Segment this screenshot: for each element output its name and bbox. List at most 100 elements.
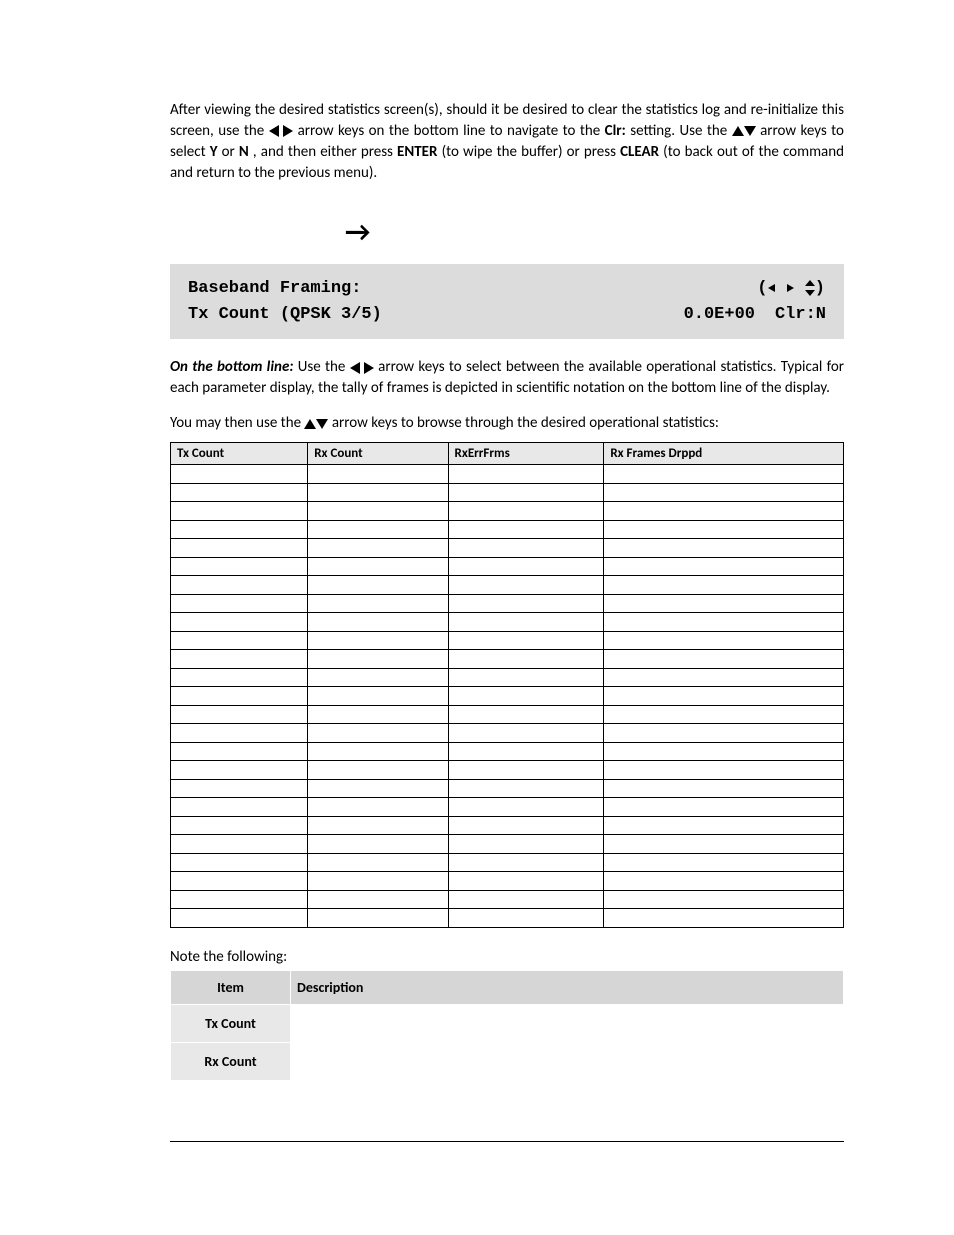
- table-cell: [308, 724, 448, 743]
- table-cell: [448, 557, 604, 576]
- table-cell: [604, 909, 844, 928]
- table-cell: [604, 705, 844, 724]
- up-arrow-icon: [732, 121, 744, 142]
- table-cell: [448, 742, 604, 761]
- lcd-line1-label: Baseband Framing:: [188, 276, 361, 302]
- table-row: [171, 742, 844, 761]
- table-row: [171, 816, 844, 835]
- desc-text: [291, 1042, 844, 1080]
- table-cell: [448, 724, 604, 743]
- table-cell: [308, 890, 448, 909]
- text-segment: setting. Use the: [630, 122, 731, 140]
- table-cell: [308, 872, 448, 891]
- table-cell: [604, 761, 844, 780]
- table-cell: [171, 835, 308, 854]
- table-cell: [604, 779, 844, 798]
- table-cell: [604, 520, 844, 539]
- table-cell: [448, 890, 604, 909]
- stats-col-header: Rx Frames Drppd: [604, 443, 844, 465]
- note-heading: Note the following:: [170, 948, 844, 966]
- table-cell: [308, 594, 448, 613]
- table-cell: [604, 631, 844, 650]
- table-cell: [308, 483, 448, 502]
- desc-row: Rx Count: [171, 1042, 844, 1080]
- table-cell: [448, 853, 604, 872]
- instruction-paragraph-3: You may then use the arrow keys to brows…: [170, 413, 844, 434]
- table-cell: [171, 724, 308, 743]
- table-cell: [448, 483, 604, 502]
- clr-label: Clr:: [605, 122, 626, 140]
- table-cell: [171, 687, 308, 706]
- text-segment: Use the: [298, 358, 350, 376]
- description-table: Item Description Tx Count Rx Count: [170, 970, 844, 1081]
- table-cell: [604, 650, 844, 669]
- table-cell: [308, 465, 448, 484]
- table-cell: [308, 798, 448, 817]
- table-row: [171, 835, 844, 854]
- table-cell: [448, 502, 604, 521]
- table-row: [171, 890, 844, 909]
- table-cell: [308, 909, 448, 928]
- table-cell: [308, 613, 448, 632]
- table-row: [171, 650, 844, 669]
- table-cell: [448, 613, 604, 632]
- y-option: Y: [210, 143, 218, 161]
- table-cell: [604, 613, 844, 632]
- table-cell: [308, 557, 448, 576]
- table-row: [171, 483, 844, 502]
- table-cell: [171, 853, 308, 872]
- table-cell: [448, 539, 604, 558]
- instruction-paragraph-2: On the bottom line: Use the arrow keys t…: [170, 357, 844, 399]
- clear-key: CLEAR: [620, 143, 659, 161]
- table-row: [171, 798, 844, 817]
- right-arrow-icon: [283, 121, 293, 142]
- left-arrow-icon: [269, 121, 279, 142]
- table-cell: [171, 742, 308, 761]
- table-cell: [308, 668, 448, 687]
- table-cell: [308, 816, 448, 835]
- table-cell: [448, 798, 604, 817]
- table-cell: [604, 798, 844, 817]
- table-row: [171, 613, 844, 632]
- table-row: [171, 520, 844, 539]
- table-cell: [171, 483, 308, 502]
- table-cell: [171, 705, 308, 724]
- table-cell: [308, 742, 448, 761]
- lcd-clr-setting: Clr:N: [775, 302, 826, 328]
- lcd-row-1: Baseband Framing: ( ): [188, 276, 826, 302]
- table-cell: [604, 890, 844, 909]
- desc-row: Tx Count: [171, 1004, 844, 1042]
- enter-key: ENTER: [397, 143, 437, 161]
- table-cell: [604, 853, 844, 872]
- down-arrow-icon: [316, 413, 328, 434]
- table-cell: [171, 650, 308, 669]
- table-cell: [171, 798, 308, 817]
- table-cell: [448, 668, 604, 687]
- table-cell: [308, 779, 448, 798]
- table-cell: [604, 724, 844, 743]
- right-arrow-icon: [364, 357, 374, 378]
- desc-header-row: Item Description: [171, 970, 844, 1004]
- table-cell: [171, 539, 308, 558]
- table-cell: [448, 576, 604, 595]
- table-cell: [171, 502, 308, 521]
- table-cell: [604, 576, 844, 595]
- table-cell: [171, 557, 308, 576]
- section-arrow-heading: →: [345, 214, 844, 249]
- table-cell: [604, 687, 844, 706]
- instruction-paragraph-1: After viewing the desired statistics scr…: [170, 100, 844, 184]
- bottom-line-lead: On the bottom line:: [170, 358, 293, 376]
- table-row: [171, 668, 844, 687]
- lcd-line2-label: Tx Count (QPSK 3/5): [188, 302, 382, 328]
- table-row: [171, 539, 844, 558]
- table-cell: [171, 816, 308, 835]
- text-segment: , and then either press: [253, 143, 397, 161]
- table-cell: [448, 909, 604, 928]
- table-cell: [308, 539, 448, 558]
- table-cell: [448, 687, 604, 706]
- table-cell: [604, 742, 844, 761]
- table-cell: [171, 594, 308, 613]
- text-segment: You may then use the: [170, 414, 304, 432]
- table-cell: [308, 502, 448, 521]
- table-row: [171, 724, 844, 743]
